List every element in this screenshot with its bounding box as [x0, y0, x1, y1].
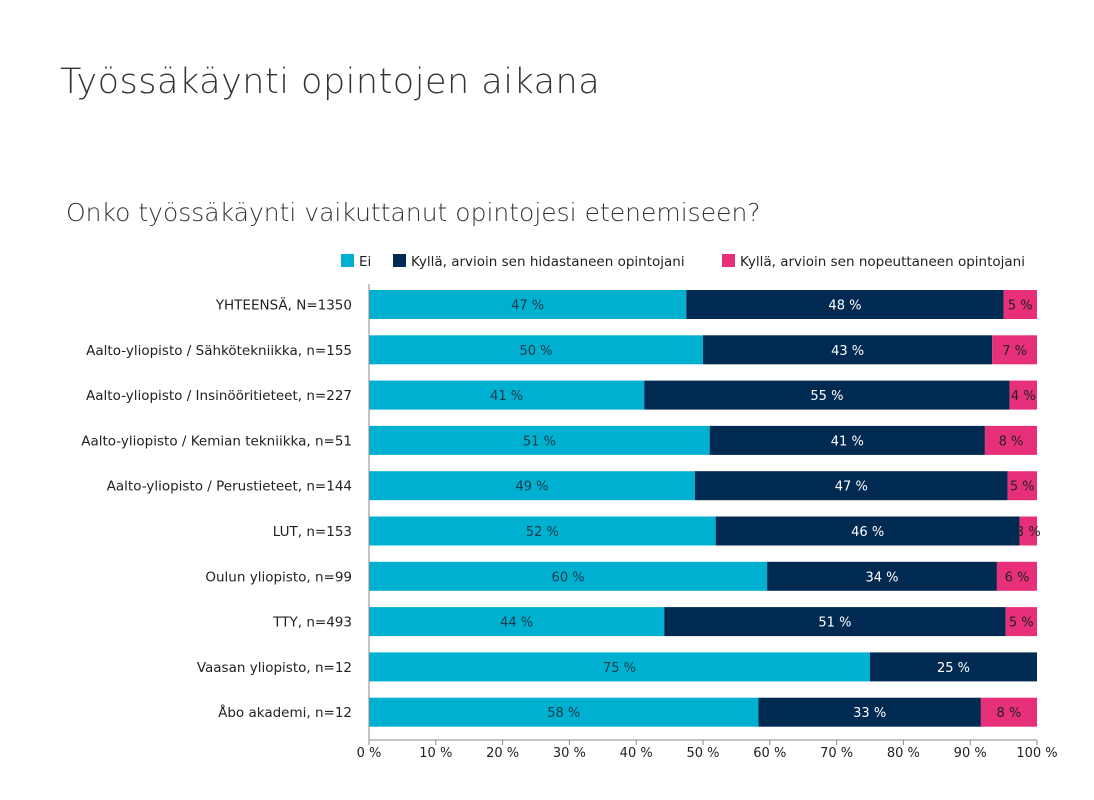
chart-legend: Ei Kyllä, arvioin sen hidastaneen opintoj…	[341, 254, 1025, 270]
bar-segment	[1003, 290, 1037, 319]
bar-segment	[369, 561, 768, 591]
bar-segment	[1005, 607, 1037, 637]
data-label: 33 %	[853, 706, 886, 721]
data-label: 8 %	[999, 434, 1024, 449]
x-tick-label: 10 %	[419, 746, 452, 761]
category-label: LUT, n=153	[273, 524, 352, 540]
x-tick-label: 30 %	[553, 746, 586, 761]
legend-label: Ei	[359, 254, 371, 270]
category-label: Oulun yliopisto, n=99	[205, 569, 352, 585]
bar-segment	[369, 697, 759, 727]
x-tick-label: 50 %	[686, 746, 719, 761]
data-label: 4 %	[1011, 389, 1036, 404]
bar-segment	[369, 425, 710, 455]
data-label: 7 %	[1002, 344, 1027, 359]
bar-segment	[992, 335, 1037, 365]
data-label: 50 %	[519, 344, 552, 359]
bar-segment	[369, 471, 695, 501]
data-label: 5 %	[1008, 299, 1033, 314]
data-label: 44 %	[500, 616, 533, 631]
data-label: 3 %	[1016, 525, 1041, 540]
data-label: 8 %	[997, 706, 1022, 721]
legend-label: Kyllä, arvioin sen nopeuttaneen opintoja…	[740, 254, 1025, 270]
bar-segment	[369, 380, 645, 410]
data-label: 51 %	[818, 616, 851, 631]
x-tick-label: 80 %	[887, 746, 920, 761]
bar-segment	[767, 561, 997, 591]
legend-swatch	[341, 254, 354, 267]
bar-segment	[369, 607, 665, 637]
data-label: 47 %	[511, 299, 544, 314]
data-label: 5 %	[1010, 480, 1035, 495]
bar-segment	[1007, 471, 1037, 501]
data-label: 60 %	[552, 570, 585, 585]
x-tick-label: 100 %	[1016, 746, 1057, 761]
x-tick-label: 40 %	[620, 746, 653, 761]
data-label: 47 %	[835, 480, 868, 495]
category-label: Aalto-yliopisto / Perustieteet, n=144	[107, 479, 352, 495]
data-label: 52 %	[526, 525, 559, 540]
bar-segment	[996, 561, 1037, 591]
data-label: 41 %	[831, 434, 864, 449]
legend-swatch	[722, 254, 735, 267]
bar-segment	[709, 425, 985, 455]
data-label: 49 %	[515, 480, 548, 495]
x-tick-label: 90 %	[954, 746, 987, 761]
x-tick-label: 60 %	[753, 746, 786, 761]
bar-segment	[369, 290, 687, 319]
data-label: 58 %	[547, 706, 580, 721]
data-label: 25 %	[937, 661, 970, 676]
data-label: 51 %	[523, 434, 556, 449]
category-label: YHTEENSÄ, N=1350	[215, 296, 352, 314]
x-tick-label: 20 %	[486, 746, 519, 761]
legend-swatch	[393, 254, 406, 267]
category-label: Åbo akademi, n=12	[218, 704, 352, 721]
page-title: Työssäkäynti opintojen aikana	[60, 62, 601, 102]
bar-segment	[1019, 516, 1037, 546]
x-axis: 0 % 10 % 20 % 30 % 40 % 50 % 60 % 70 % 80 % 90 % 1…	[357, 284, 1058, 761]
data-label: 34 %	[866, 570, 899, 585]
bar-segment	[369, 652, 870, 682]
bar-segment	[703, 335, 993, 365]
bar-segment	[1009, 380, 1037, 410]
bar-segment	[694, 471, 1008, 501]
bar-segment	[686, 290, 1004, 319]
bar-segment	[870, 652, 1037, 682]
x-tick-label: 70 %	[820, 746, 853, 761]
data-label: 75 %	[603, 661, 636, 676]
data-label: 48 %	[828, 299, 861, 314]
legend-label: Kyllä, arvioin sen hidastaneen opintojan…	[411, 254, 685, 270]
data-label: 43 %	[831, 344, 864, 359]
category-label: Aalto-yliopisto / Insinööritieteet, n=22…	[86, 388, 352, 404]
x-tick-label: 0 %	[357, 746, 382, 761]
bar-segment	[369, 516, 716, 546]
category-label: TTY, n=493	[272, 615, 352, 631]
data-label: 5 %	[1009, 616, 1034, 631]
category-label: Vaasan yliopisto, n=12	[197, 660, 352, 676]
bar-segment	[758, 697, 981, 727]
bar-segment	[664, 607, 1006, 637]
chart-title: Onko työssäkäynti vaikuttanut opintojesi…	[66, 198, 761, 227]
bar-segment	[715, 516, 1020, 546]
data-label: 6 %	[1005, 570, 1030, 585]
bar-segment	[644, 380, 1010, 410]
data-label: 55 %	[810, 389, 843, 404]
bar-segment	[984, 425, 1037, 455]
data-label: 41 %	[490, 389, 523, 404]
category-labels: YHTEENSÄ, N=1350 Aalto-yliopisto / Sähköt…	[81, 296, 352, 722]
data-label: 46 %	[851, 525, 884, 540]
bars: 47 % 48 % 5 % 50 % 43 % 7 % 41 % 55 % 4 % 51 % 41 …	[369, 290, 1041, 727]
bar-segment	[980, 697, 1037, 727]
bar-segment	[369, 335, 703, 365]
category-label: Aalto-yliopisto / Sähkötekniikka, n=155	[86, 343, 352, 359]
category-label: Aalto-yliopisto / Kemian tekniikka, n=51	[81, 433, 352, 449]
